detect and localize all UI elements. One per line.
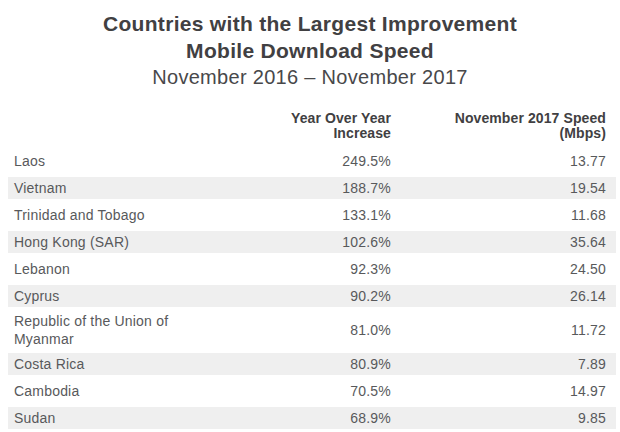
country-cell: Laos xyxy=(14,152,214,170)
page-title-line2: Mobile Download Speed xyxy=(0,37,620,64)
table-row-laos: Laos 249.5% 13.77 xyxy=(8,150,616,172)
page-title-line1: Countries with the Largest Improvement xyxy=(0,10,620,37)
increase-cell: 133.1% xyxy=(271,207,391,223)
table-row-sudan: Sudan 68.9% 9.85 xyxy=(8,407,616,429)
table-row-lebanon: Lebanon 92.3% 24.50 xyxy=(8,258,616,280)
country-cell: Trinidad and Tobago xyxy=(14,206,214,224)
country-cell: Lebanon xyxy=(14,260,214,278)
table-row-hong-kong-sar: Hong Kong (SAR) 102.6% 35.64 xyxy=(8,231,616,253)
table-row-myanmar: Republic of the Union of Myanmar 81.0% 1… xyxy=(8,312,616,348)
infographic-table-page: Countries with the Largest Improvement M… xyxy=(0,0,620,432)
speed-cell: 35.64 xyxy=(391,234,606,250)
table-row-cambodia: Cambodia 70.5% 14.97 xyxy=(8,380,616,402)
country-cell: Costa Rica xyxy=(14,355,214,373)
table-row-trinidad-and-tobago: Trinidad and Tobago 133.1% 11.68 xyxy=(8,204,616,226)
increase-cell: 102.6% xyxy=(271,234,391,250)
country-cell: Cambodia xyxy=(14,382,214,400)
column-header-increase-line2: Increase xyxy=(271,126,391,141)
column-header-speed-line2: (Mbps) xyxy=(391,126,606,141)
speed-cell: 11.68 xyxy=(391,207,606,223)
title-block: Countries with the Largest Improvement M… xyxy=(0,0,620,91)
speed-cell: 13.77 xyxy=(391,153,606,169)
increase-cell: 80.9% xyxy=(271,356,391,372)
speed-cell: 14.97 xyxy=(391,383,606,399)
speed-cell: 9.85 xyxy=(391,410,606,426)
column-header-increase: Year Over Year Increase xyxy=(271,111,391,141)
table-row-costa-rica: Costa Rica 80.9% 7.89 xyxy=(8,353,616,375)
increase-cell: 70.5% xyxy=(271,383,391,399)
table-header-row: Year Over Year Increase November 2017 Sp… xyxy=(8,111,616,141)
country-cell: Republic of the Union of Myanmar xyxy=(14,312,214,348)
country-cell: Sudan xyxy=(14,409,214,427)
speed-cell: 26.14 xyxy=(391,288,606,304)
column-header-increase-line1: Year Over Year xyxy=(271,111,391,126)
country-cell: Hong Kong (SAR) xyxy=(14,233,214,251)
speed-cell: 11.72 xyxy=(391,322,606,338)
table-row-cyprus: Cyprus 90.2% 26.14 xyxy=(8,285,616,307)
increase-cell: 68.9% xyxy=(271,410,391,426)
increase-cell: 92.3% xyxy=(271,261,391,277)
country-cell: Vietnam xyxy=(14,179,214,197)
page-subtitle: November 2016 – November 2017 xyxy=(0,64,620,91)
speed-cell: 7.89 xyxy=(391,356,606,372)
column-header-speed: November 2017 Speed (Mbps) xyxy=(391,111,606,141)
speed-cell: 19.54 xyxy=(391,180,606,196)
increase-cell: 249.5% xyxy=(271,153,391,169)
column-header-speed-line1: November 2017 Speed xyxy=(391,111,606,126)
increase-cell: 90.2% xyxy=(271,288,391,304)
countries-table: Year Over Year Increase November 2017 Sp… xyxy=(8,111,616,429)
increase-cell: 81.0% xyxy=(271,322,391,338)
speed-cell: 24.50 xyxy=(391,261,606,277)
table-row-vietnam: Vietnam 188.7% 19.54 xyxy=(8,177,616,199)
country-cell: Cyprus xyxy=(14,287,214,305)
increase-cell: 188.7% xyxy=(271,180,391,196)
